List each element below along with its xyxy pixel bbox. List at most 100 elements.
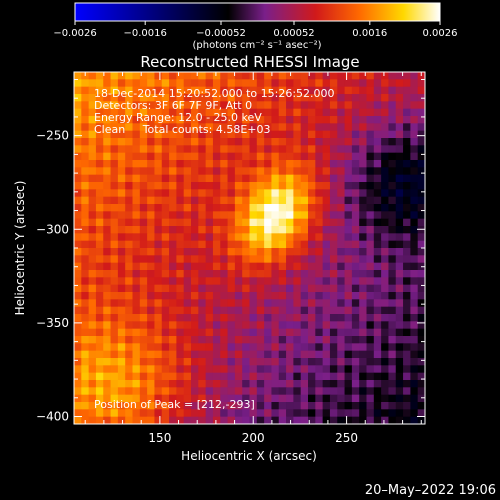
heatmap-cell: [351, 86, 360, 95]
heatmap-cell: [220, 182, 228, 190]
heatmap-cell: [344, 336, 353, 344]
heatmap-cell: [132, 358, 141, 366]
heatmap-cell: [256, 387, 265, 396]
heatmap-cell: [110, 160, 119, 168]
heatmap-cell: [88, 372, 97, 381]
heatmap-cell: [271, 284, 280, 293]
heatmap-cell: [271, 138, 280, 146]
heatmap-cell: [351, 145, 360, 154]
heatmap-cell: [264, 130, 272, 139]
heatmap-cell: [227, 226, 236, 234]
heatmap-cell: [117, 174, 126, 183]
heatmap-cell: [381, 130, 389, 139]
heatmap-cell: [278, 248, 287, 256]
heatmap-cell: [366, 372, 375, 381]
heatmap-cell: [395, 328, 404, 337]
heatmap-cell: [169, 123, 177, 132]
heatmap-cell: [74, 416, 82, 424]
heatmap-cell: [256, 372, 265, 381]
heatmap-cell: [161, 284, 170, 293]
heatmap-cell: [410, 270, 419, 278]
heatmap-cell: [329, 248, 338, 256]
heatmap-cell: [264, 138, 272, 146]
heatmap-cell: [308, 336, 316, 344]
heatmap-cell: [329, 116, 338, 124]
heatmap-cell: [110, 394, 119, 403]
heatmap-cell: [395, 204, 404, 212]
heatmap-cell: [81, 365, 90, 374]
heatmap-cell: [154, 409, 163, 418]
heatmap-cell: [366, 116, 375, 124]
heatmap-cell: [191, 358, 199, 366]
heatmap-cell: [227, 306, 236, 315]
heatmap-cell: [234, 387, 243, 396]
heatmap-cell: [315, 218, 324, 227]
heatmap-cell: [271, 321, 280, 330]
heatmap-cell: [183, 248, 192, 256]
heatmap-cell: [169, 387, 177, 396]
heatmap-cell: [249, 108, 258, 117]
heatmap-cell: [388, 365, 397, 374]
heatmap-cell: [329, 409, 338, 418]
heatmap-cell: [344, 94, 353, 102]
heatmap-cell: [220, 167, 228, 176]
heatmap-cell: [176, 226, 185, 234]
heatmap-cell: [117, 211, 126, 220]
chart-title: Reconstructed RHESSI Image: [140, 53, 359, 71]
heatmap-cell: [103, 262, 111, 271]
heatmap-cell: [125, 365, 133, 374]
heatmap-cell: [74, 204, 82, 212]
heatmap-cell: [417, 394, 425, 403]
heatmap-cell: [220, 321, 228, 330]
heatmap-cell: [234, 306, 243, 315]
heatmap-cell: [388, 101, 397, 110]
heatmap-cell: [388, 306, 397, 315]
heatmap-cell: [373, 108, 382, 117]
heatmap-cell: [88, 336, 97, 344]
heatmap-cell: [169, 416, 177, 424]
heatmap-cell: [329, 86, 338, 95]
heatmap-cell: [117, 94, 126, 102]
heatmap-cell: [308, 299, 316, 308]
heatmap-cell: [147, 160, 155, 168]
heatmap-cell: [249, 233, 258, 242]
heatmap-cell: [410, 299, 419, 308]
heatmap-cell: [410, 314, 419, 322]
heatmap-cell: [227, 240, 236, 249]
heatmap-cell: [191, 306, 199, 315]
heatmap-cell: [74, 218, 82, 227]
heatmap-cell: [388, 204, 397, 212]
heatmap-cell: [154, 72, 163, 80]
heatmap-cell: [256, 167, 265, 176]
heatmap-cell: [117, 365, 126, 374]
heatmap-cell: [329, 343, 338, 352]
heatmap-cell: [176, 292, 185, 300]
heatmap-cell: [410, 394, 419, 403]
heatmap-cell: [74, 284, 82, 293]
heatmap-cell: [95, 394, 104, 403]
heatmap-cell: [329, 211, 338, 220]
heatmap-cell: [132, 409, 141, 418]
heatmap-cell: [132, 306, 141, 315]
heatmap-cell: [388, 262, 397, 271]
heatmap-cell: [198, 343, 207, 352]
heatmap-cell: [110, 86, 119, 95]
heatmap-cell: [147, 270, 155, 278]
heatmap-cell: [191, 79, 199, 88]
heatmap-cell: [139, 409, 148, 418]
heatmap-cell: [256, 306, 265, 315]
heatmap-cell: [191, 116, 199, 124]
heatmap-cell: [366, 79, 375, 88]
heatmap-cell: [205, 160, 214, 168]
heatmap-cell: [198, 380, 207, 388]
heatmap-cell: [373, 262, 382, 271]
heatmap-cell: [308, 130, 316, 139]
heatmap-cell: [117, 204, 126, 212]
heatmap-cell: [293, 138, 302, 146]
heatmap-cell: [373, 387, 382, 396]
heatmap-cell: [205, 116, 214, 124]
heatmap-cell: [117, 233, 126, 242]
heatmap-cell: [88, 387, 97, 396]
heatmap-cell: [147, 402, 155, 410]
heatmap-cell: [161, 402, 170, 410]
